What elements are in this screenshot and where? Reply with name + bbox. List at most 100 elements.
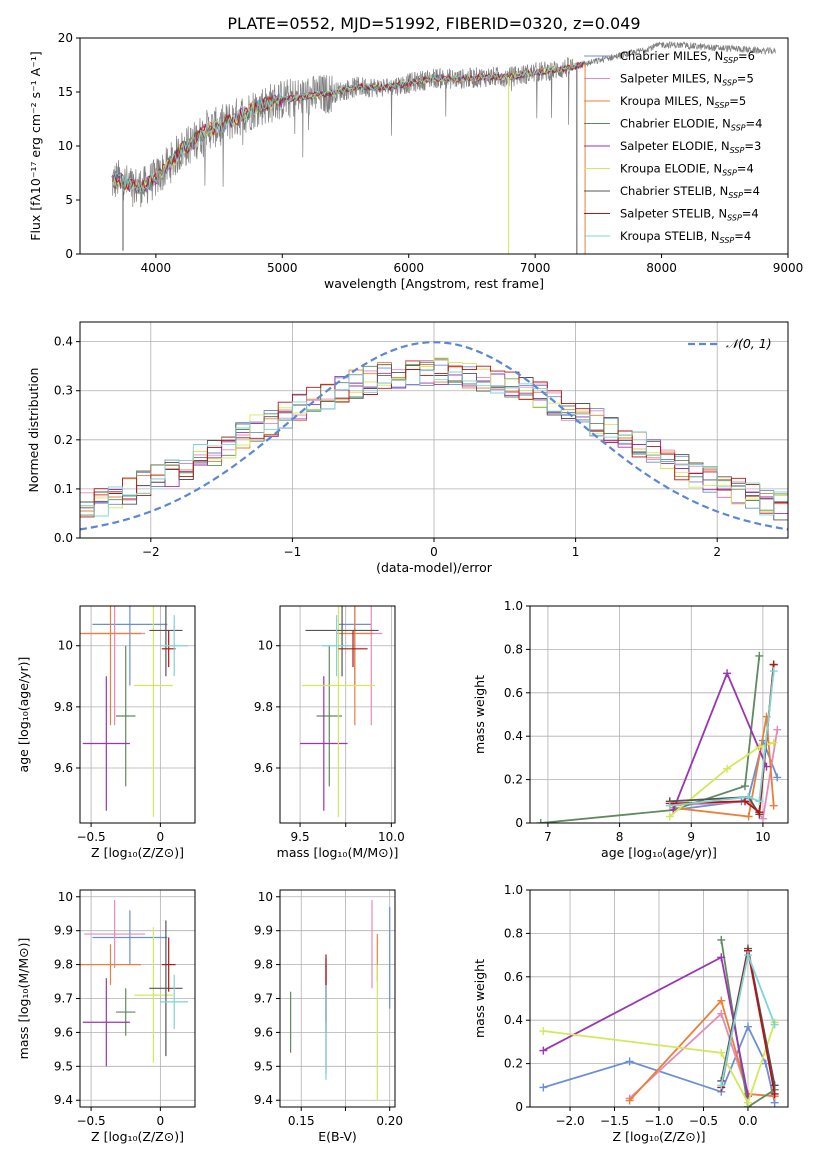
y-tick-label: 9.4 bbox=[54, 1093, 73, 1107]
legend-eq: = bbox=[729, 94, 739, 108]
legend-eq: = bbox=[737, 72, 747, 86]
plot-area bbox=[111, 41, 776, 254]
panel-spectrum: 4000 5000 6000 7000 8000 9000 0 5 10 15 20 waveleng… bbox=[28, 31, 803, 291]
errorbar-point bbox=[80, 606, 141, 726]
x-tick-label: −2 bbox=[142, 545, 160, 559]
legend-entry: Kroupa STELIB, NSSP=4 bbox=[620, 229, 751, 245]
legend-entry: Chabrier STELIB, NSSP=4 bbox=[620, 184, 760, 200]
x-tick-label: 10 bbox=[755, 830, 770, 844]
weight-marker bbox=[717, 1081, 726, 1090]
x-tick-label: 6000 bbox=[393, 261, 424, 275]
x-axis-label: Z [log₁₀(Z/Z⊙)] bbox=[91, 1129, 184, 1144]
weight-marker bbox=[723, 669, 732, 678]
y-tick-label: 10 bbox=[58, 639, 73, 653]
weight-marker bbox=[769, 738, 778, 747]
axes-frame bbox=[79, 605, 196, 824]
x-axis-label: (data-model)/error bbox=[376, 560, 493, 575]
y-axis-label: age [log₁₀(age/yr)] bbox=[16, 657, 31, 773]
legend-label: Chabrier MILES, N bbox=[620, 49, 723, 63]
errorbar-point bbox=[149, 920, 183, 1057]
weight-series-2 bbox=[628, 998, 775, 1102]
legend-label: Chabrier ELODIE, N bbox=[620, 117, 731, 131]
errorbar-point bbox=[116, 645, 136, 787]
x-tick-label: −1.5 bbox=[600, 1114, 629, 1128]
x-tick-label: 5000 bbox=[267, 261, 298, 275]
legend-eq: = bbox=[738, 49, 748, 63]
x-tick-label: 8000 bbox=[646, 261, 677, 275]
errorbar-point bbox=[316, 645, 343, 787]
histogram-4 bbox=[80, 372, 788, 514]
weight-marker bbox=[536, 819, 545, 823]
panel-ebv-mass: 0.15 0.20 9.4 9.5 9.6 9.7 9.8 9.9 10 E(B-V) bbox=[254, 889, 403, 1144]
weight-marker bbox=[717, 935, 726, 944]
weight-marker bbox=[539, 1027, 548, 1036]
x-tick-label: 4000 bbox=[141, 261, 172, 275]
legend-entry: Kroupa MILES, NSSP=5 bbox=[620, 94, 746, 110]
errorbar-point bbox=[321, 615, 352, 677]
x-tick-label: 0 bbox=[157, 1114, 165, 1128]
y-tick-label: 9.9 bbox=[254, 924, 273, 938]
y-tick-label: 0 bbox=[515, 1100, 523, 1114]
weight-marker bbox=[755, 797, 764, 806]
weight-marker bbox=[769, 667, 778, 676]
errorbar-point bbox=[305, 606, 379, 677]
weight-marker bbox=[770, 1089, 779, 1098]
plot-area bbox=[536, 651, 782, 823]
plot-area bbox=[539, 935, 779, 1107]
x-axis-label: E(B-V) bbox=[318, 1129, 357, 1144]
weight-series-3 bbox=[720, 939, 776, 1107]
x-tick-label: 0.0 bbox=[738, 1114, 757, 1128]
y-tick-label: 0.2 bbox=[504, 1057, 523, 1071]
x-tick-label: 7000 bbox=[520, 261, 551, 275]
panel-weight-age: 7 8 9 10 0 0.2 0.4 0.6 0.8 1.0 age [log₁₀(age/yr)]… bbox=[472, 599, 789, 860]
errorbar-point bbox=[149, 606, 183, 677]
x-tick-label: −0.5 bbox=[689, 1114, 718, 1128]
weight-series-8 bbox=[669, 671, 775, 807]
x-tick-label: 9 bbox=[687, 830, 695, 844]
weight-series-0 bbox=[543, 1024, 776, 1103]
y-axis-label: Normed distribution bbox=[26, 368, 41, 493]
y-tick-label: 9.8 bbox=[254, 958, 273, 972]
y-tick-label: 10 bbox=[58, 139, 73, 153]
legend-entry: Chabrier MILES, NSSP=6 bbox=[620, 49, 755, 65]
errorbar-point bbox=[300, 676, 348, 811]
plot-area bbox=[300, 606, 383, 817]
y-axis-label: mass weight bbox=[472, 675, 487, 754]
weight-marker bbox=[755, 808, 764, 817]
weight-marker bbox=[743, 1022, 752, 1031]
weight-marker bbox=[770, 1020, 779, 1029]
legend-label: 𝒩(0, 1) bbox=[726, 336, 772, 351]
weight-marker bbox=[625, 1057, 634, 1066]
legend-subscript: SSP bbox=[727, 214, 742, 223]
legend-label: Salpeter STELIB, N bbox=[620, 207, 727, 221]
weight-marker bbox=[539, 1046, 548, 1055]
legend: 𝒩(0, 1) bbox=[688, 336, 772, 351]
legend-eq: = bbox=[744, 139, 754, 153]
weight-marker bbox=[744, 792, 753, 801]
weight-marker bbox=[717, 1009, 726, 1018]
y-tick-label: 9.6 bbox=[254, 1025, 273, 1039]
weight-series-5 bbox=[543, 1022, 776, 1105]
errorbar-point bbox=[338, 630, 368, 668]
weight-marker bbox=[770, 1081, 779, 1090]
y-tick-label: 5 bbox=[65, 193, 73, 207]
weight-marker bbox=[539, 1083, 548, 1092]
weight-marker bbox=[717, 996, 726, 1005]
x-tick-label: −0.5 bbox=[77, 830, 106, 844]
errorbar-point bbox=[301, 606, 375, 817]
weight-marker bbox=[741, 797, 749, 806]
plot-area bbox=[80, 606, 189, 817]
legend-nssp: 5 bbox=[739, 94, 746, 108]
y-tick-label: 9.8 bbox=[54, 700, 73, 714]
y-tick-label: 10 bbox=[258, 639, 273, 653]
x-tick-label: 0 bbox=[430, 545, 438, 559]
y-tick-label: 9.5 bbox=[54, 1059, 73, 1073]
weight-marker bbox=[717, 1048, 726, 1057]
y-tick-label: 9.7 bbox=[254, 992, 273, 1006]
x-axis-label: wavelength [Angstrom, rest frame] bbox=[324, 276, 544, 291]
x-tick-label: −1.0 bbox=[644, 1114, 673, 1128]
y-tick-label: 0.4 bbox=[504, 729, 523, 743]
y-tick-label: 15 bbox=[58, 85, 73, 99]
panel-residuals: −2 −1 0 1 2 0.0 0.1 0.2 0.3 0.4 (data-model)/error… bbox=[26, 321, 789, 575]
